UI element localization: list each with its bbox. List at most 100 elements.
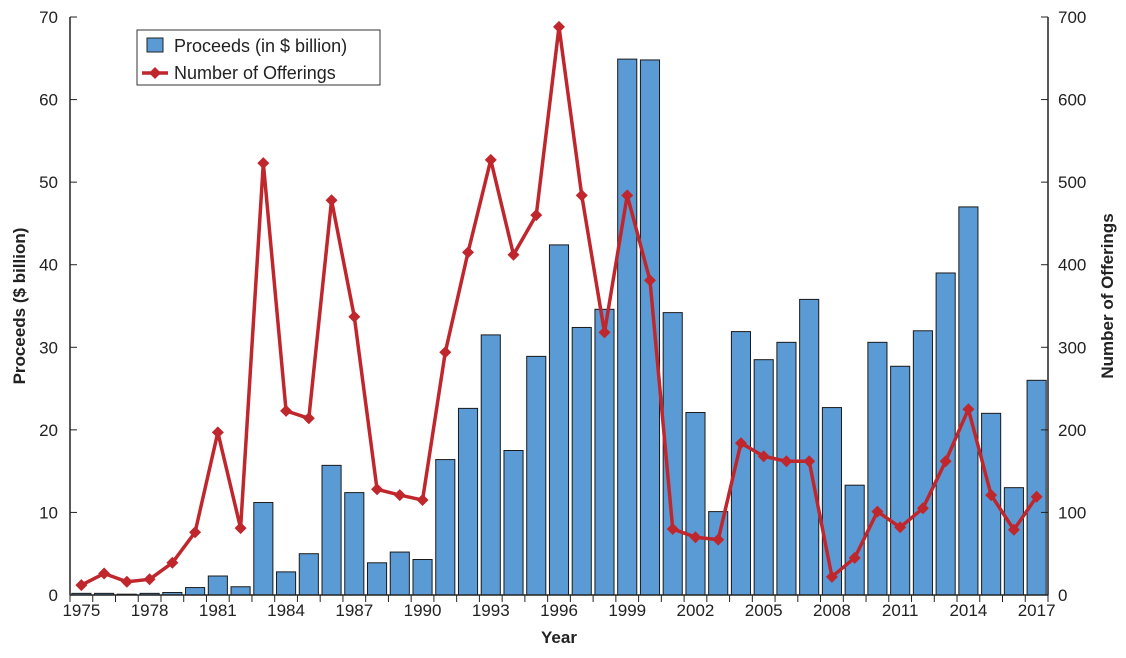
x-tick-label-1981: 1981 bbox=[199, 601, 237, 620]
bar-1991 bbox=[435, 459, 456, 596]
x-tick-label-1990: 1990 bbox=[404, 601, 442, 620]
legend-bar-swatch bbox=[146, 37, 164, 53]
bar-2008 bbox=[821, 407, 842, 596]
y-left-tick-label: 30 bbox=[39, 338, 58, 357]
bar-2004 bbox=[730, 331, 752, 596]
bar-1980 bbox=[185, 587, 206, 596]
point-1993 bbox=[484, 153, 497, 166]
point-1979 bbox=[166, 556, 179, 569]
legend-line-marker bbox=[149, 67, 161, 79]
point-1975 bbox=[75, 579, 88, 592]
x-tick-label-1978: 1978 bbox=[131, 601, 169, 620]
y-right-tick-label: 0 bbox=[1058, 586, 1067, 605]
point-1996 bbox=[553, 20, 565, 33]
y-left-tick-label: 10 bbox=[39, 503, 58, 522]
point-2006 bbox=[780, 455, 793, 468]
y-left-tick-label: 0 bbox=[49, 586, 58, 605]
point-2000 bbox=[643, 274, 656, 287]
bar-1981 bbox=[207, 575, 228, 596]
y-right-tick-label: 700 bbox=[1058, 8, 1086, 27]
point-2004 bbox=[734, 437, 747, 450]
point-1990 bbox=[416, 494, 429, 507]
point-2005 bbox=[757, 450, 770, 463]
point-1988 bbox=[371, 483, 384, 496]
y-right-tick-label: 400 bbox=[1058, 256, 1086, 275]
bar-2014 bbox=[958, 206, 979, 596]
bar-2009 bbox=[844, 484, 865, 596]
bar-1984 bbox=[276, 571, 297, 596]
point-2007 bbox=[803, 455, 816, 468]
point-1985 bbox=[302, 412, 315, 425]
point-1994 bbox=[507, 248, 520, 261]
bar-2005 bbox=[753, 359, 774, 596]
point-1992 bbox=[462, 246, 475, 259]
point-1980 bbox=[189, 526, 202, 539]
y-left-tick-label: 40 bbox=[39, 256, 58, 275]
point-1999 bbox=[621, 189, 634, 202]
point-2002 bbox=[689, 531, 702, 544]
bar-2010 bbox=[867, 341, 888, 596]
x-axis-label: Year bbox=[541, 628, 577, 647]
point-1976 bbox=[98, 567, 111, 580]
bar-2011 bbox=[890, 365, 911, 596]
y-left-tick-label: 70 bbox=[39, 8, 58, 27]
bar-1996 bbox=[548, 244, 570, 596]
bar-2017 bbox=[1026, 379, 1047, 596]
legend-offerings: Number of Offerings bbox=[174, 63, 336, 83]
x-tick-label-1987: 1987 bbox=[335, 601, 373, 620]
point-2016 bbox=[1007, 523, 1020, 536]
x-tick-label-1993: 1993 bbox=[472, 601, 510, 620]
x-tick-label-2002: 2002 bbox=[677, 601, 715, 620]
point-1989 bbox=[393, 489, 406, 502]
y-right-tick-label: 600 bbox=[1058, 91, 1086, 110]
bar-1982 bbox=[230, 586, 251, 596]
bar-1999 bbox=[617, 58, 638, 596]
y-left-tick-label: 50 bbox=[39, 173, 58, 192]
bar-1994 bbox=[503, 450, 524, 596]
point-1983 bbox=[257, 157, 270, 170]
point-2013 bbox=[939, 455, 952, 468]
x-tick-label-1984: 1984 bbox=[267, 601, 305, 620]
bar-2006 bbox=[776, 341, 797, 596]
y-left-tick-label: 20 bbox=[39, 421, 58, 440]
x-tick-label-2011: 2011 bbox=[882, 601, 919, 620]
point-1991 bbox=[439, 346, 452, 359]
x-tick-label-2008: 2008 bbox=[813, 601, 851, 620]
legend: Proceeds (in $ billion) Number of Offeri… bbox=[136, 29, 381, 86]
point-2017 bbox=[1030, 490, 1043, 503]
bar-1985 bbox=[298, 553, 319, 596]
bar-1992 bbox=[457, 407, 479, 596]
point-2001 bbox=[666, 522, 679, 535]
x-tick-label-2017: 2017 bbox=[1018, 601, 1056, 620]
bar-1995 bbox=[526, 355, 547, 596]
y-right-tick-label: 500 bbox=[1058, 173, 1086, 192]
x-tick-label-2005: 2005 bbox=[745, 601, 783, 620]
point-2012 bbox=[916, 502, 929, 515]
x-tick-label-1975: 1975 bbox=[62, 601, 100, 620]
bar-1998 bbox=[594, 308, 615, 596]
bar-1993 bbox=[480, 334, 501, 596]
point-1984 bbox=[280, 404, 293, 417]
x-tick-label-1999: 1999 bbox=[608, 601, 646, 620]
y-left-tick-label: 60 bbox=[39, 91, 58, 110]
legend-proceeds: Proceeds (in $ billion) bbox=[174, 36, 347, 56]
bar-1990 bbox=[412, 558, 433, 596]
point-2015 bbox=[985, 489, 998, 502]
bar-1983 bbox=[253, 502, 274, 596]
y-axis-left-label: Proceeds ($ billion) bbox=[10, 228, 29, 385]
bar-1986 bbox=[321, 464, 342, 596]
point-1995 bbox=[530, 209, 543, 222]
x-tick-label-2014: 2014 bbox=[949, 601, 987, 620]
bar-2012 bbox=[912, 330, 933, 596]
y-right-tick-label: 100 bbox=[1058, 503, 1086, 522]
bar-2016 bbox=[1003, 487, 1024, 596]
point-2010 bbox=[871, 505, 884, 518]
bar-1987 bbox=[344, 492, 365, 596]
point-2014 bbox=[962, 403, 975, 416]
point-1982 bbox=[234, 522, 247, 535]
x-tick-label-1996: 1996 bbox=[540, 601, 578, 620]
point-1997 bbox=[575, 189, 588, 202]
point-2003 bbox=[712, 533, 725, 546]
point-1978 bbox=[143, 573, 156, 586]
point-2009 bbox=[848, 551, 861, 564]
